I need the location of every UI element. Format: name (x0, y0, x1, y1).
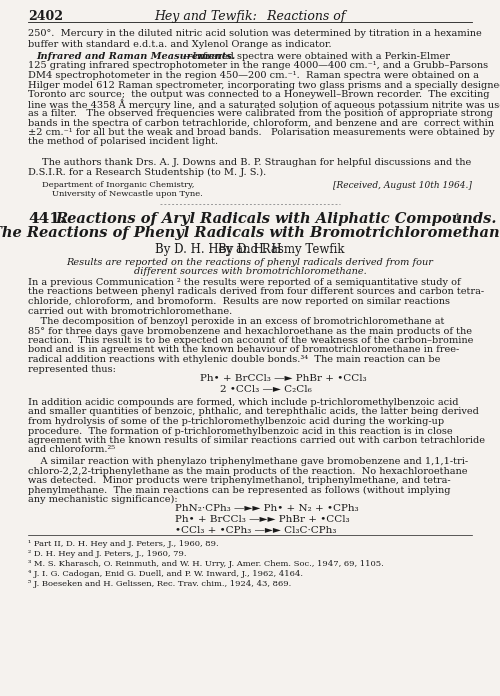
Text: The Reactions of Phenyl Radicals with Bromotrichloromethane: The Reactions of Phenyl Radicals with Br… (0, 226, 500, 240)
Text: bands in the spectra of carbon tetrachloride, chloroform, and benzene and are  c: bands in the spectra of carbon tetrachlo… (28, 118, 494, 127)
Text: ³ M. S. Kharasch, O. Reinmuth, and W. H. Urry, J. Amer. Chem. Soc., 1947, 69, 11: ³ M. S. Kharasch, O. Reinmuth, and W. H.… (28, 560, 384, 568)
Text: from hydrolysis of some of the p-trichloromethylbenzoic acid during the working-: from hydrolysis of some of the p-trichlo… (28, 417, 444, 426)
Text: The decomposition of benzoyl peroxide in an excess of bromotrichloromethane at: The decomposition of benzoyl peroxide in… (28, 317, 444, 326)
Text: [Received, August 10th 1964.]: [Received, August 10th 1964.] (333, 181, 472, 190)
Text: Toronto arc source;  the output was connected to a Honeywell–Brown recorder.  Th: Toronto arc source; the output was conne… (28, 90, 489, 99)
Text: line was the 4358 Å mercury line, and a saturated solution of aqueous potassium : line was the 4358 Å mercury line, and a … (28, 100, 500, 110)
Text: and chloroform.²⁵: and chloroform.²⁵ (28, 445, 115, 454)
Text: 250°.  Mercury in the diluted nitric acid solution was determined by titration i: 250°. Mercury in the diluted nitric acid… (28, 29, 482, 49)
Text: A similar reaction with phenylazo triphenylmethane gave bromobenzene and 1,1,1-t: A similar reaction with phenylazo triphe… (28, 457, 468, 466)
Text: Ph• + BrCCl₃ —► PhBr + •CCl₃: Ph• + BrCCl₃ —► PhBr + •CCl₃ (200, 374, 366, 383)
Text: agreement with the known results of similar reactions carried out with carbon te: agreement with the known results of simi… (28, 436, 485, 445)
Text: By D. H. Hey and Rasmy Tewfik: By D. H. Hey and Rasmy Tewfik (155, 243, 345, 256)
Text: Ph• + BrCCl₃ —►► PhBr + •CCl₃: Ph• + BrCCl₃ —►► PhBr + •CCl₃ (175, 515, 350, 524)
Text: ¹ Part II, D. H. Hey and J. Peters, J., 1960, 89.: ¹ Part II, D. H. Hey and J. Peters, J., … (28, 540, 218, 548)
Text: 2 •CCl₃ —► C₂Cl₆: 2 •CCl₃ —► C₂Cl₆ (220, 385, 312, 394)
Text: was detected.  Minor products were triphenylmethanol, triphenylmethane, and tetr: was detected. Minor products were triphe… (28, 476, 450, 485)
Text: PhN₂·CPh₃ —►► Ph• + N₂ + •CPh₃: PhN₂·CPh₃ —►► Ph• + N₂ + •CPh₃ (175, 504, 358, 513)
Text: the reactions between phenyl radicals derived from four different sources and ca: the reactions between phenyl radicals de… (28, 287, 484, 296)
Text: Results are reported on the reactions of phenyl radicals derived from four: Results are reported on the reactions of… (66, 258, 434, 267)
Text: different sources with bromotrichloromethane.: different sources with bromotrichloromet… (134, 267, 366, 276)
Text: •CCl₃ + •CPh₃ —►► Cl₃C·CPh₃: •CCl₃ + •CPh₃ —►► Cl₃C·CPh₃ (175, 526, 336, 535)
Text: any mechanistic significance):: any mechanistic significance): (28, 495, 178, 504)
Text: 1: 1 (455, 213, 461, 222)
Text: By D. H. H: By D. H. H (218, 243, 282, 256)
Text: represented thus:: represented thus: (28, 365, 116, 374)
Text: and smaller quantities of benzoic, phthalic, and terephthalic acids, the latter : and smaller quantities of benzoic, phtha… (28, 407, 479, 416)
Text: as a filter.   The observed frequencies were calibrated from the position of app: as a filter. The observed frequencies we… (28, 109, 493, 118)
Text: In addition acidic compounds are formed, which include p-trichloromethylbenzoic : In addition acidic compounds are formed,… (28, 398, 458, 407)
Text: Infrared and Raman Measurements.: Infrared and Raman Measurements. (36, 52, 235, 61)
Text: Reactions of Aryl Radicals with Aliphatic Compounds.   Part III.: Reactions of Aryl Radicals with Aliphati… (55, 212, 500, 226)
Text: Department of Inorganic Chemistry,: Department of Inorganic Chemistry, (42, 181, 194, 189)
Text: DM4 spectrophotometer in the region 450—200 cm.⁻¹.  Raman spectra were obtained : DM4 spectrophotometer in the region 450—… (28, 71, 479, 80)
Text: procedure.  The formation of p-trichloromethylbenzoic acid in this reaction is i: procedure. The formation of p-trichlorom… (28, 427, 452, 436)
Text: ² D. H. Hey and J. Peters, J., 1960, 79.: ² D. H. Hey and J. Peters, J., 1960, 79. (28, 550, 186, 558)
Text: 125 grating infrared spectrophotometer in the range 4000—400 cm.⁻¹, and a Grubb–: 125 grating infrared spectrophotometer i… (28, 61, 488, 70)
Text: 441.: 441. (28, 212, 65, 226)
Text: In a previous Communication ² the results were reported of a semiquantitative st: In a previous Communication ² the result… (28, 278, 460, 287)
Text: chloride, chloroform, and bromoform.  Results are now reported on similar reacti: chloride, chloroform, and bromoform. Res… (28, 297, 450, 306)
Text: The authors thank Drs. A. J. Downs and B. P. Straughan for helpful discussions a: The authors thank Drs. A. J. Downs and B… (42, 158, 471, 167)
Text: ±2 cm.⁻¹ for all but the weak and broad bands.   Polarisation measurements were : ±2 cm.⁻¹ for all but the weak and broad … (28, 128, 494, 137)
Text: —Infrared spectra were obtained with a Perkin-Elmer: —Infrared spectra were obtained with a P… (183, 52, 450, 61)
Text: 2402: 2402 (28, 10, 63, 23)
Text: bond and is in agreement with the known behaviour of bromotrichloromethane in fr: bond and is in agreement with the known … (28, 345, 459, 354)
Text: University of Newcastle upon Tyne.: University of Newcastle upon Tyne. (52, 190, 203, 198)
Text: chloro-2,2,2-triphenylethane as the main products of the reaction.  No hexachlor: chloro-2,2,2-triphenylethane as the main… (28, 466, 468, 475)
Text: carried out with bromotrichloromethane.: carried out with bromotrichloromethane. (28, 306, 232, 315)
Text: phenylmethane.  The main reactions can be represented as follows (without implyi: phenylmethane. The main reactions can be… (28, 486, 450, 495)
Text: D.S.I.R. for a Research Studentship (to M. J. S.).: D.S.I.R. for a Research Studentship (to … (28, 168, 266, 177)
Text: reaction.  This result is to be expected on account of the weakness of the carbo: reaction. This result is to be expected … (28, 336, 473, 345)
Text: 85° for three days gave bromobenzene and hexachloroethane as the main products o: 85° for three days gave bromobenzene and… (28, 326, 472, 335)
Text: radical addition reactions with ethylenic double bonds.³⁴  The main reaction can: radical addition reactions with ethyleni… (28, 355, 440, 364)
Text: ⁵ J. Boeseken and H. Gelissen, Rec. Trav. chim., 1924, 43, 869.: ⁵ J. Boeseken and H. Gelissen, Rec. Trav… (28, 580, 291, 588)
Text: ⁴ J. I. G. Cadogan, Enid G. Duell, and P. W. Inward, J., 1962, 4164.: ⁴ J. I. G. Cadogan, Enid G. Duell, and P… (28, 570, 303, 578)
Text: Hey and Tewfik:  Reactions of: Hey and Tewfik: Reactions of (154, 10, 346, 23)
Text: the method of polarised incident light.: the method of polarised incident light. (28, 138, 218, 146)
Text: Hilger model 612 Raman spectrometer, incorporating two glass prisms and a specia: Hilger model 612 Raman spectrometer, inc… (28, 81, 500, 90)
